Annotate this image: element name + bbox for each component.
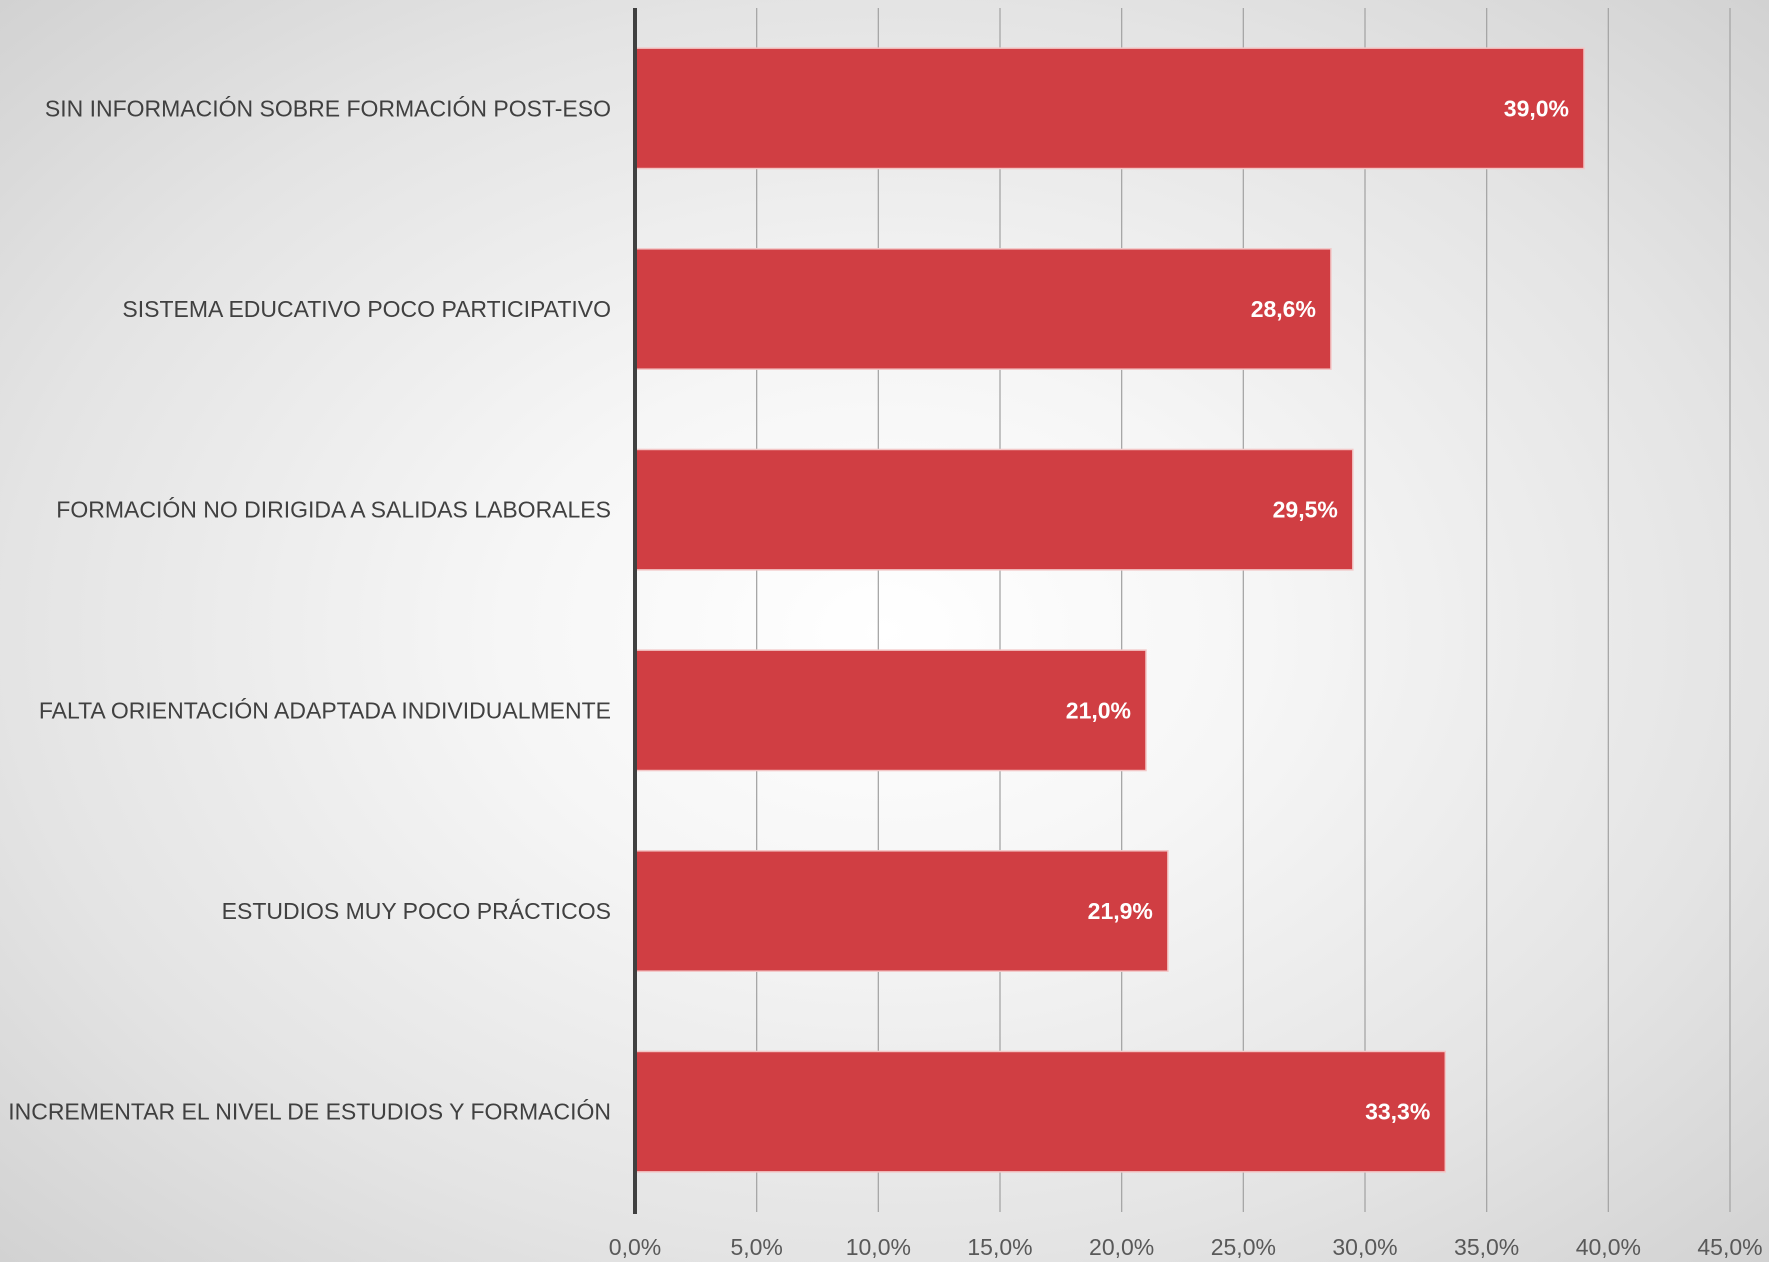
category-label: FALTA ORIENTACIÓN ADAPTADA INDIVIDUALMEN… bbox=[39, 697, 611, 723]
bar bbox=[634, 1050, 1447, 1173]
data-label: 29,5% bbox=[1273, 497, 1338, 523]
x-tick-label: 15,0% bbox=[967, 1234, 1032, 1260]
bar bbox=[634, 649, 1147, 772]
data-label: 28,6% bbox=[1251, 296, 1316, 322]
category-label: SISTEMA EDUCATIVO POCO PARTICIPATIVO bbox=[122, 296, 611, 322]
x-tick-label: 35,0% bbox=[1454, 1234, 1519, 1260]
category-label: INCREMENTAR EL NIVEL DE ESTUDIOS Y FORMA… bbox=[8, 1099, 611, 1125]
x-tick-label: 20,0% bbox=[1089, 1234, 1154, 1260]
bar bbox=[634, 850, 1169, 972]
data-label: 21,9% bbox=[1088, 898, 1153, 924]
category-label-layer: SIN INFORMACIÓN SOBRE FORMACIÓN POST-ESO… bbox=[8, 95, 611, 1124]
bar-layer: 39,0% 28,6% 29,5% 21,0% 21,9% 33,3% bbox=[634, 47, 1585, 1173]
bar bbox=[634, 448, 1354, 571]
category-label: SIN INFORMACIÓN SOBRE FORMACIÓN POST-ESO bbox=[45, 95, 611, 121]
x-tick-label: 0,0% bbox=[609, 1234, 661, 1260]
data-label: 33,3% bbox=[1365, 1099, 1430, 1125]
x-tick-label: 30,0% bbox=[1332, 1234, 1397, 1260]
bar bbox=[634, 47, 1585, 170]
x-tick-label: 40,0% bbox=[1576, 1234, 1641, 1260]
bar bbox=[634, 248, 1332, 370]
category-label: FORMACIÓN NO DIRIGIDA A SALIDAS LABORALE… bbox=[56, 497, 611, 523]
category-label: ESTUDIOS MUY POCO PRÁCTICOS bbox=[222, 898, 611, 924]
grid-layer bbox=[756, 8, 1731, 1212]
x-tick-label: 5,0% bbox=[730, 1234, 782, 1260]
tick-label-layer: 0,0% 5,0% 10,0% 15,0% 20,0% 25,0% 30,0% 35,0% 40… bbox=[609, 1234, 1763, 1260]
x-tick-label: 25,0% bbox=[1211, 1234, 1276, 1260]
x-tick-label: 45,0% bbox=[1697, 1234, 1762, 1260]
data-label: 39,0% bbox=[1504, 95, 1569, 121]
x-tick-label: 10,0% bbox=[846, 1234, 911, 1260]
data-label: 21,0% bbox=[1066, 697, 1131, 723]
